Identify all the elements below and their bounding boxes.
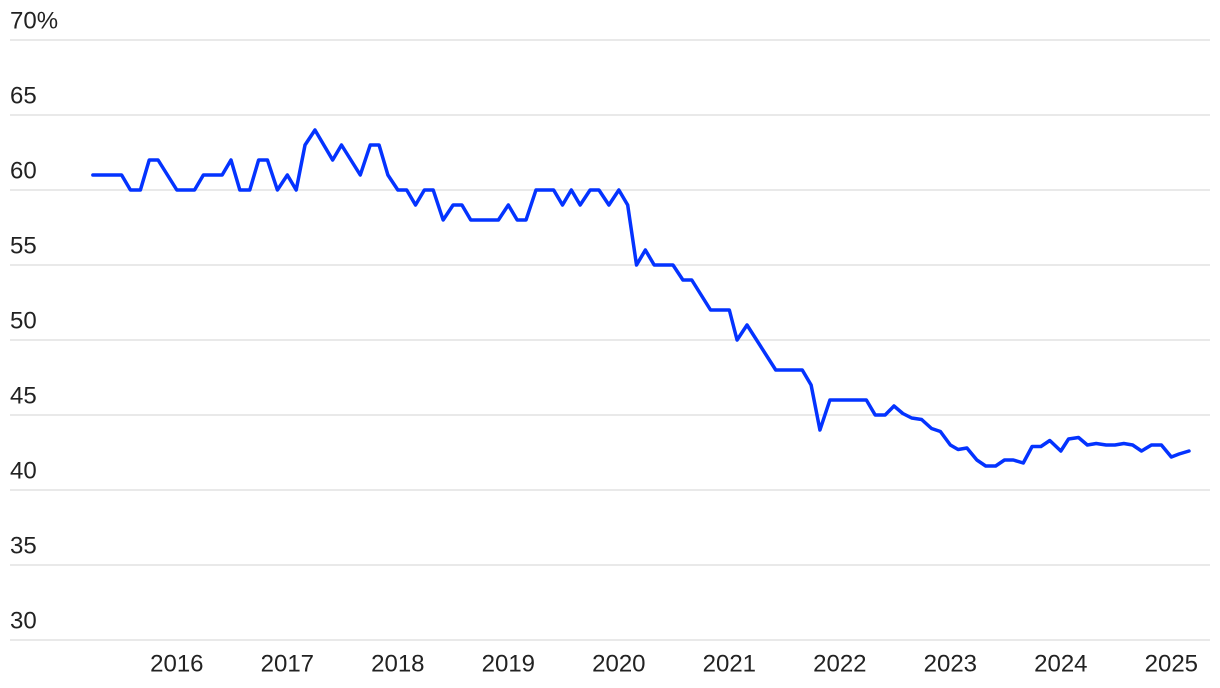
x-tick-label: 2019 <box>482 650 535 677</box>
data-line <box>91 128 1191 468</box>
x-tick-label: 2017 <box>261 650 314 677</box>
x-tick-label: 2018 <box>371 650 424 677</box>
x-tick-label: 2022 <box>813 650 866 677</box>
x-tick-label: 2025 <box>1145 650 1198 677</box>
y-tick-label: 35 <box>10 532 37 559</box>
y-tick-label: 30 <box>10 607 37 634</box>
x-tick-label: 2024 <box>1034 650 1087 677</box>
x-tick-label: 2020 <box>592 650 645 677</box>
x-tick-label: 2016 <box>150 650 203 677</box>
y-tick-label: 45 <box>10 382 37 409</box>
y-tick-label: 55 <box>10 232 37 259</box>
x-tick-label: 2023 <box>924 650 977 677</box>
y-tick-label: 60 <box>10 157 37 184</box>
y-tick-label: 50 <box>10 307 37 334</box>
y-tick-label: 40 <box>10 457 37 484</box>
y-tick-label: 65 <box>10 82 37 109</box>
y-tick-label: 70% <box>10 7 58 34</box>
x-tick-label: 2021 <box>703 650 756 677</box>
